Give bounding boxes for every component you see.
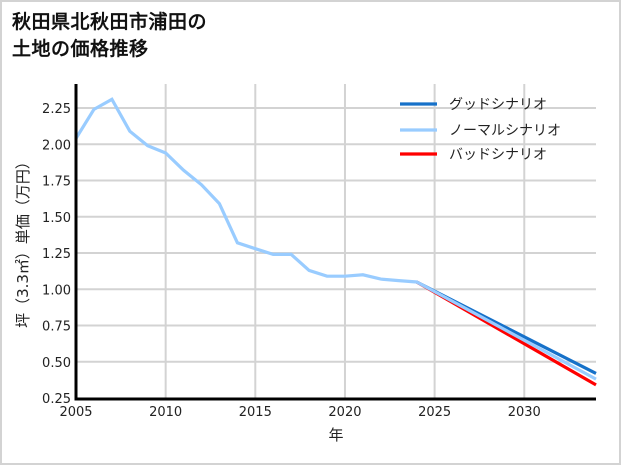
x-axis-ticks: 2005 2010 2015 2020 2025 2030: [59, 405, 540, 420]
axes: [74, 84, 596, 401]
y-tick-label: 1.75: [42, 175, 71, 190]
y-axis-label: 坪（3.3㎡）単価（万円）: [14, 154, 32, 328]
y-tick-label: 1.50: [42, 211, 71, 226]
x-tick-label: 2025: [418, 405, 451, 420]
series-line-normal: [74, 97, 597, 381]
y-tick-label: 1.00: [42, 283, 71, 298]
y-tick-label: 0.25: [42, 392, 71, 407]
y-tick-label: 2.25: [42, 102, 71, 117]
legend-label-bad: バッドシナリオ: [449, 147, 547, 163]
gridlines: [76, 84, 596, 399]
x-tick-label: 2015: [239, 405, 272, 420]
chart-title: 秋田県北秋田市浦田の 土地の価格推移: [12, 9, 207, 63]
y-tick-label: 0.50: [42, 356, 71, 371]
x-tick-label: 2020: [328, 405, 361, 420]
data-series: [74, 97, 597, 387]
y-tick-label: 0.75: [42, 320, 71, 335]
y-axis-ticks: 0.25 0.50 0.75 1.00 1.25 1.50 1.75 2.00 2.25: [42, 102, 71, 407]
legend-label-good: グッドシナリオ: [449, 97, 547, 113]
x-axis-label: 年: [328, 426, 343, 444]
x-tick-label: 2030: [508, 405, 541, 420]
x-tick-label: 2010: [149, 405, 182, 420]
x-tick-label: 2005: [59, 405, 92, 420]
legend-label-normal: ノーマルシナリオ: [449, 123, 561, 139]
chart-title-line-1: 秋田県北秋田市浦田の: [12, 11, 208, 33]
chart-title-line-2: 土地の価格推移: [12, 38, 149, 60]
y-tick-label: 1.25: [42, 247, 71, 262]
y-tick-label: 2.00: [42, 138, 71, 153]
